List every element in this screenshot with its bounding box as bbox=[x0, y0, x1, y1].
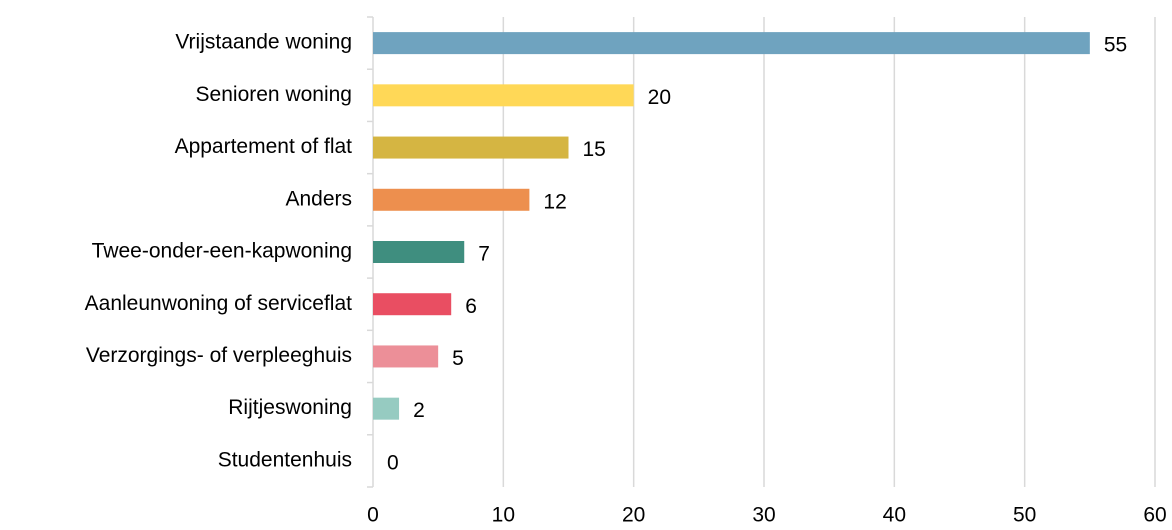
y-tick-label: Vrijstaande woning bbox=[175, 31, 352, 54]
bar bbox=[373, 241, 465, 263]
x-tick-label: 20 bbox=[622, 504, 645, 527]
x-tick-label: 60 bbox=[1143, 504, 1166, 527]
data-label: 15 bbox=[583, 138, 606, 161]
bar bbox=[373, 293, 452, 316]
data-label: 5 bbox=[452, 347, 464, 370]
bar bbox=[373, 32, 1090, 55]
x-tick-label: 10 bbox=[492, 504, 515, 527]
y-tick-label: Twee-onder-een-kapwoning bbox=[92, 240, 352, 263]
y-tick-label: Senioren woning bbox=[196, 83, 352, 106]
data-label: 0 bbox=[387, 451, 399, 474]
y-tick-label: Appartement of flat bbox=[175, 135, 353, 158]
y-tick-label: Studentenhuis bbox=[218, 448, 352, 471]
y-tick-label: Rijtjeswoning bbox=[228, 396, 352, 419]
x-tick-label: 40 bbox=[883, 504, 906, 527]
y-tick-label: Aanleunwoning of serviceflat bbox=[85, 292, 352, 315]
data-label: 12 bbox=[543, 190, 566, 213]
data-label: 6 bbox=[465, 295, 477, 318]
x-tick-label: 0 bbox=[367, 504, 379, 527]
data-label: 7 bbox=[478, 243, 490, 266]
y-tick-label: Anders bbox=[285, 187, 352, 210]
data-label: 2 bbox=[413, 399, 425, 422]
data-label: 20 bbox=[648, 86, 671, 109]
bar bbox=[373, 397, 400, 420]
x-tick-label: 30 bbox=[752, 504, 775, 527]
bar bbox=[373, 345, 439, 368]
bar bbox=[373, 188, 530, 211]
x-tick-label: 50 bbox=[1013, 504, 1036, 527]
bar bbox=[373, 84, 634, 107]
data-label: 55 bbox=[1104, 34, 1127, 57]
bar bbox=[373, 136, 569, 159]
y-tick-label: Verzorgings- of verpleeghuis bbox=[86, 344, 352, 367]
